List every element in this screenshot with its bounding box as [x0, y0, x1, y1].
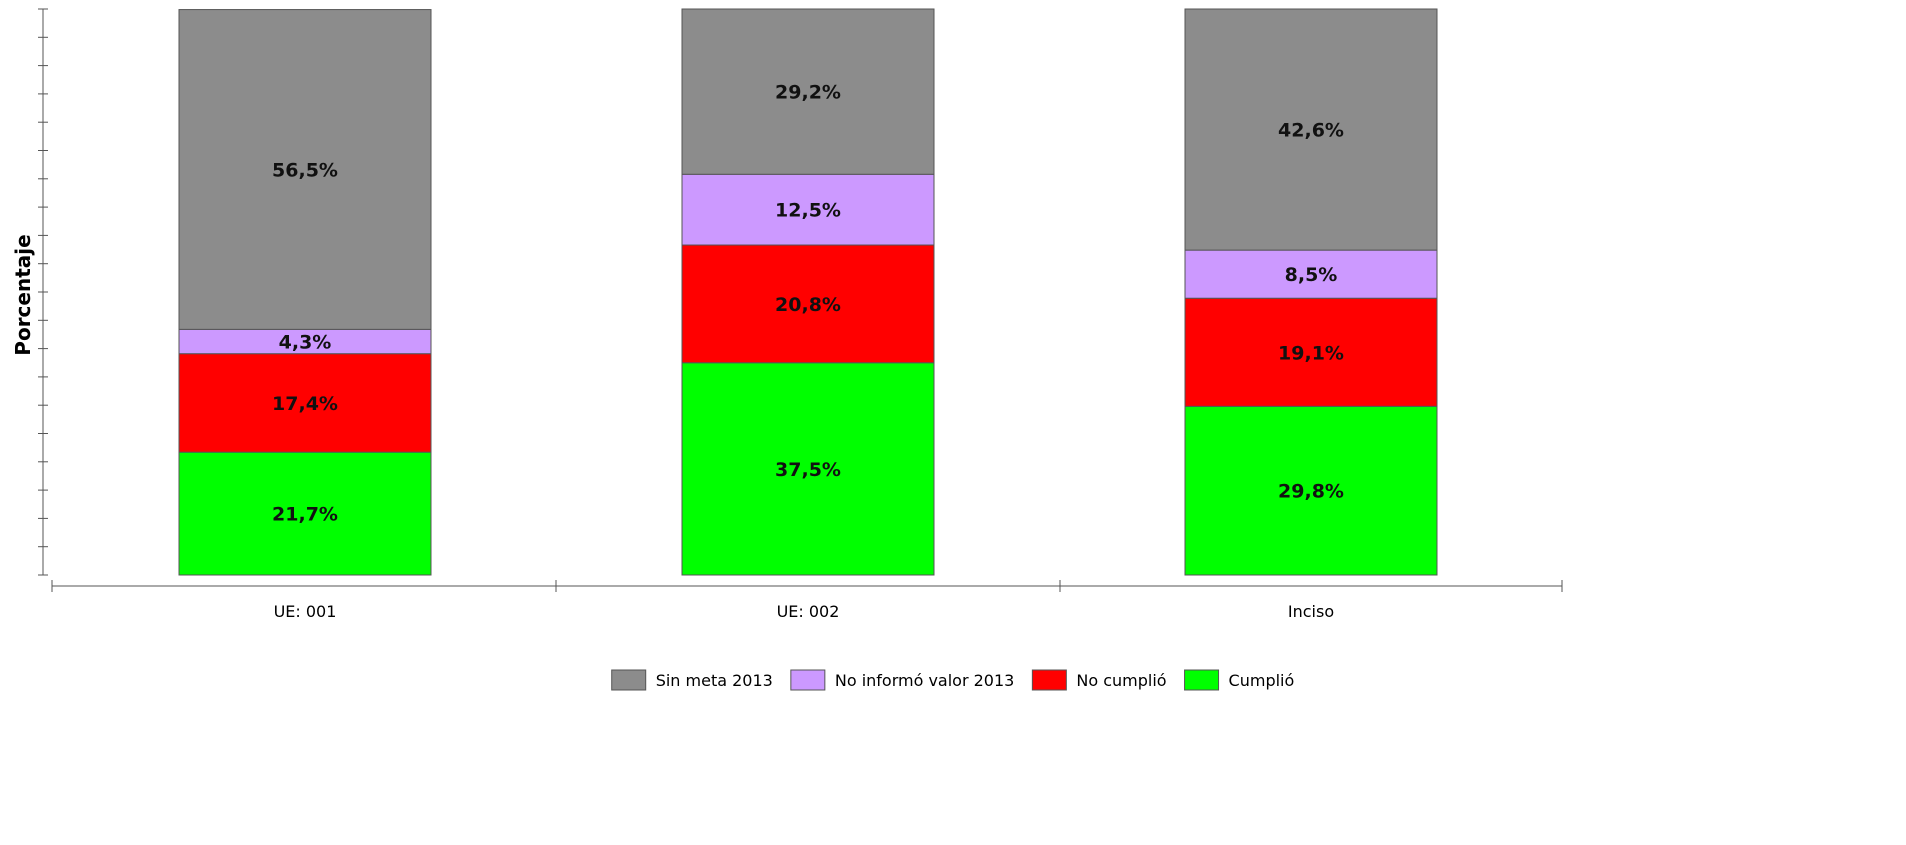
bar-segment [178, 451, 432, 576]
legend-label: Sin meta 2013 [656, 671, 773, 690]
legend-item: No cumplió [1031, 669, 1167, 691]
data-label: 19,1% [1278, 342, 1344, 364]
data-label: 4,3% [279, 332, 332, 354]
legend-label: No cumplió [1076, 671, 1166, 690]
data-label: 29,8% [1278, 481, 1344, 503]
legend-item: Sin meta 2013 [611, 669, 773, 691]
bar-segment [681, 173, 935, 246]
legend-swatch [1184, 669, 1220, 691]
bar-segment [1184, 249, 1438, 299]
bar-segment [1184, 405, 1438, 576]
data-label: 56,5% [272, 159, 338, 181]
legend: Sin meta 2013 No informó valor 2013 No cum… [611, 669, 1295, 691]
data-label: 37,5% [775, 459, 841, 481]
legend-swatch [1031, 669, 1067, 691]
x-tick-label: UE: 001 [274, 602, 337, 621]
data-labels: 21,7% 17,4% 4,3% 56,5% 37,5% 20,8% 12,5% 29,2% 2… [272, 82, 1344, 526]
bars [178, 8, 1438, 576]
bar-segment [178, 9, 432, 330]
axes [38, 8, 1563, 592]
bar-segment [681, 244, 935, 364]
data-label: 21,7% [272, 504, 338, 526]
x-tick-label: Inciso [1288, 602, 1334, 621]
legend-swatch [790, 669, 826, 691]
data-label: 42,6% [1278, 120, 1344, 142]
x-tick-labels: UE: 001 UE: 002 Inciso [274, 602, 1335, 621]
bar-segment [1184, 8, 1438, 251]
legend-swatch [611, 669, 647, 691]
data-label: 29,2% [775, 82, 841, 104]
legend-item: No informó valor 2013 [790, 669, 1015, 691]
bar-segment [1184, 297, 1438, 407]
x-tick-label: UE: 002 [777, 602, 840, 621]
bar-segment [178, 328, 432, 355]
bar-segment [178, 353, 432, 453]
data-label: 20,8% [775, 294, 841, 316]
legend-label: No informó valor 2013 [835, 671, 1015, 690]
data-label: 8,5% [1285, 264, 1338, 286]
data-label: 17,4% [272, 393, 338, 415]
y-axis-label: Porcentaje [11, 234, 35, 355]
data-label: 12,5% [775, 200, 841, 222]
legend-item: Cumplió [1184, 669, 1295, 691]
legend-label: Cumplió [1229, 671, 1295, 690]
bar-segment [681, 362, 935, 576]
bar-segment [681, 8, 935, 175]
